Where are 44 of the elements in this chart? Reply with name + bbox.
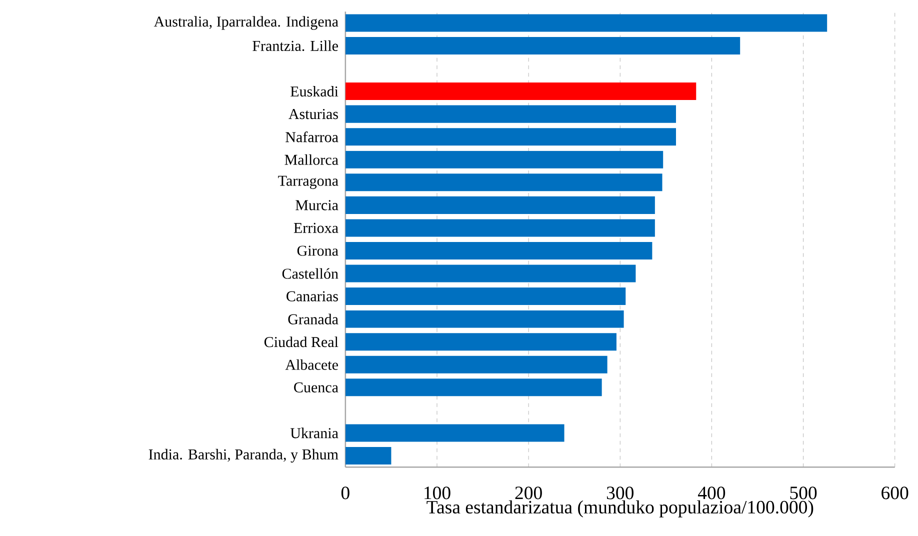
y-tick-label: Ukrania xyxy=(290,428,338,438)
bar xyxy=(345,333,616,351)
bar xyxy=(345,242,652,260)
bar xyxy=(345,128,676,146)
y-tick-label: Girona xyxy=(297,246,338,256)
bar xyxy=(345,174,662,192)
y-tick-label: Canarias xyxy=(286,291,338,302)
x-tick-label: 400 xyxy=(698,486,726,500)
x-tick-label: 100 xyxy=(424,486,450,500)
y-tick-label: Cuenca xyxy=(294,382,338,392)
bar xyxy=(345,288,626,306)
x-tick-label: 0 xyxy=(341,486,350,500)
bar xyxy=(345,424,564,442)
x-tick-label: 300 xyxy=(606,486,634,500)
bar xyxy=(345,105,676,123)
bar xyxy=(345,378,602,396)
bar xyxy=(345,264,636,282)
y-tick-label: Granada xyxy=(288,314,338,324)
y-tick-label: Asturias xyxy=(288,109,338,120)
bar xyxy=(345,196,655,214)
y-tick-label: Castellón xyxy=(282,268,338,279)
bar xyxy=(345,310,624,328)
y-tick-label: Murcia xyxy=(296,200,338,210)
y-tick-label: Australia, Iparraldea. Indigena xyxy=(154,16,338,30)
bar xyxy=(345,447,392,465)
y-tick-label: Errioxa xyxy=(294,222,338,234)
x-tick-label: 600 xyxy=(882,486,908,500)
bar xyxy=(345,150,664,168)
y-tick-label: Albacete xyxy=(285,359,338,370)
x-tick-label: 200 xyxy=(515,486,542,500)
bar xyxy=(345,356,608,374)
y-tick-label: Tarragona xyxy=(278,176,338,189)
bar xyxy=(345,219,655,237)
x-tick-label: 500 xyxy=(790,486,817,500)
y-tick-label: Euskadi xyxy=(290,86,338,97)
y-tick-label: Nafarroa xyxy=(286,132,338,142)
y-tick-label: India. Barshi, Paranda, y Bhum xyxy=(148,448,338,463)
y-tick-label: Mallorca xyxy=(284,154,338,165)
bar xyxy=(345,36,740,55)
x-axis-title: Tasa estandarizatua (munduko populazioa/100.000) xyxy=(426,500,814,518)
y-tick-label: Frantzia. Lille xyxy=(252,40,338,52)
y-tick-label: Ciudad Real xyxy=(264,336,338,348)
bar xyxy=(345,82,696,100)
bar xyxy=(345,14,828,32)
